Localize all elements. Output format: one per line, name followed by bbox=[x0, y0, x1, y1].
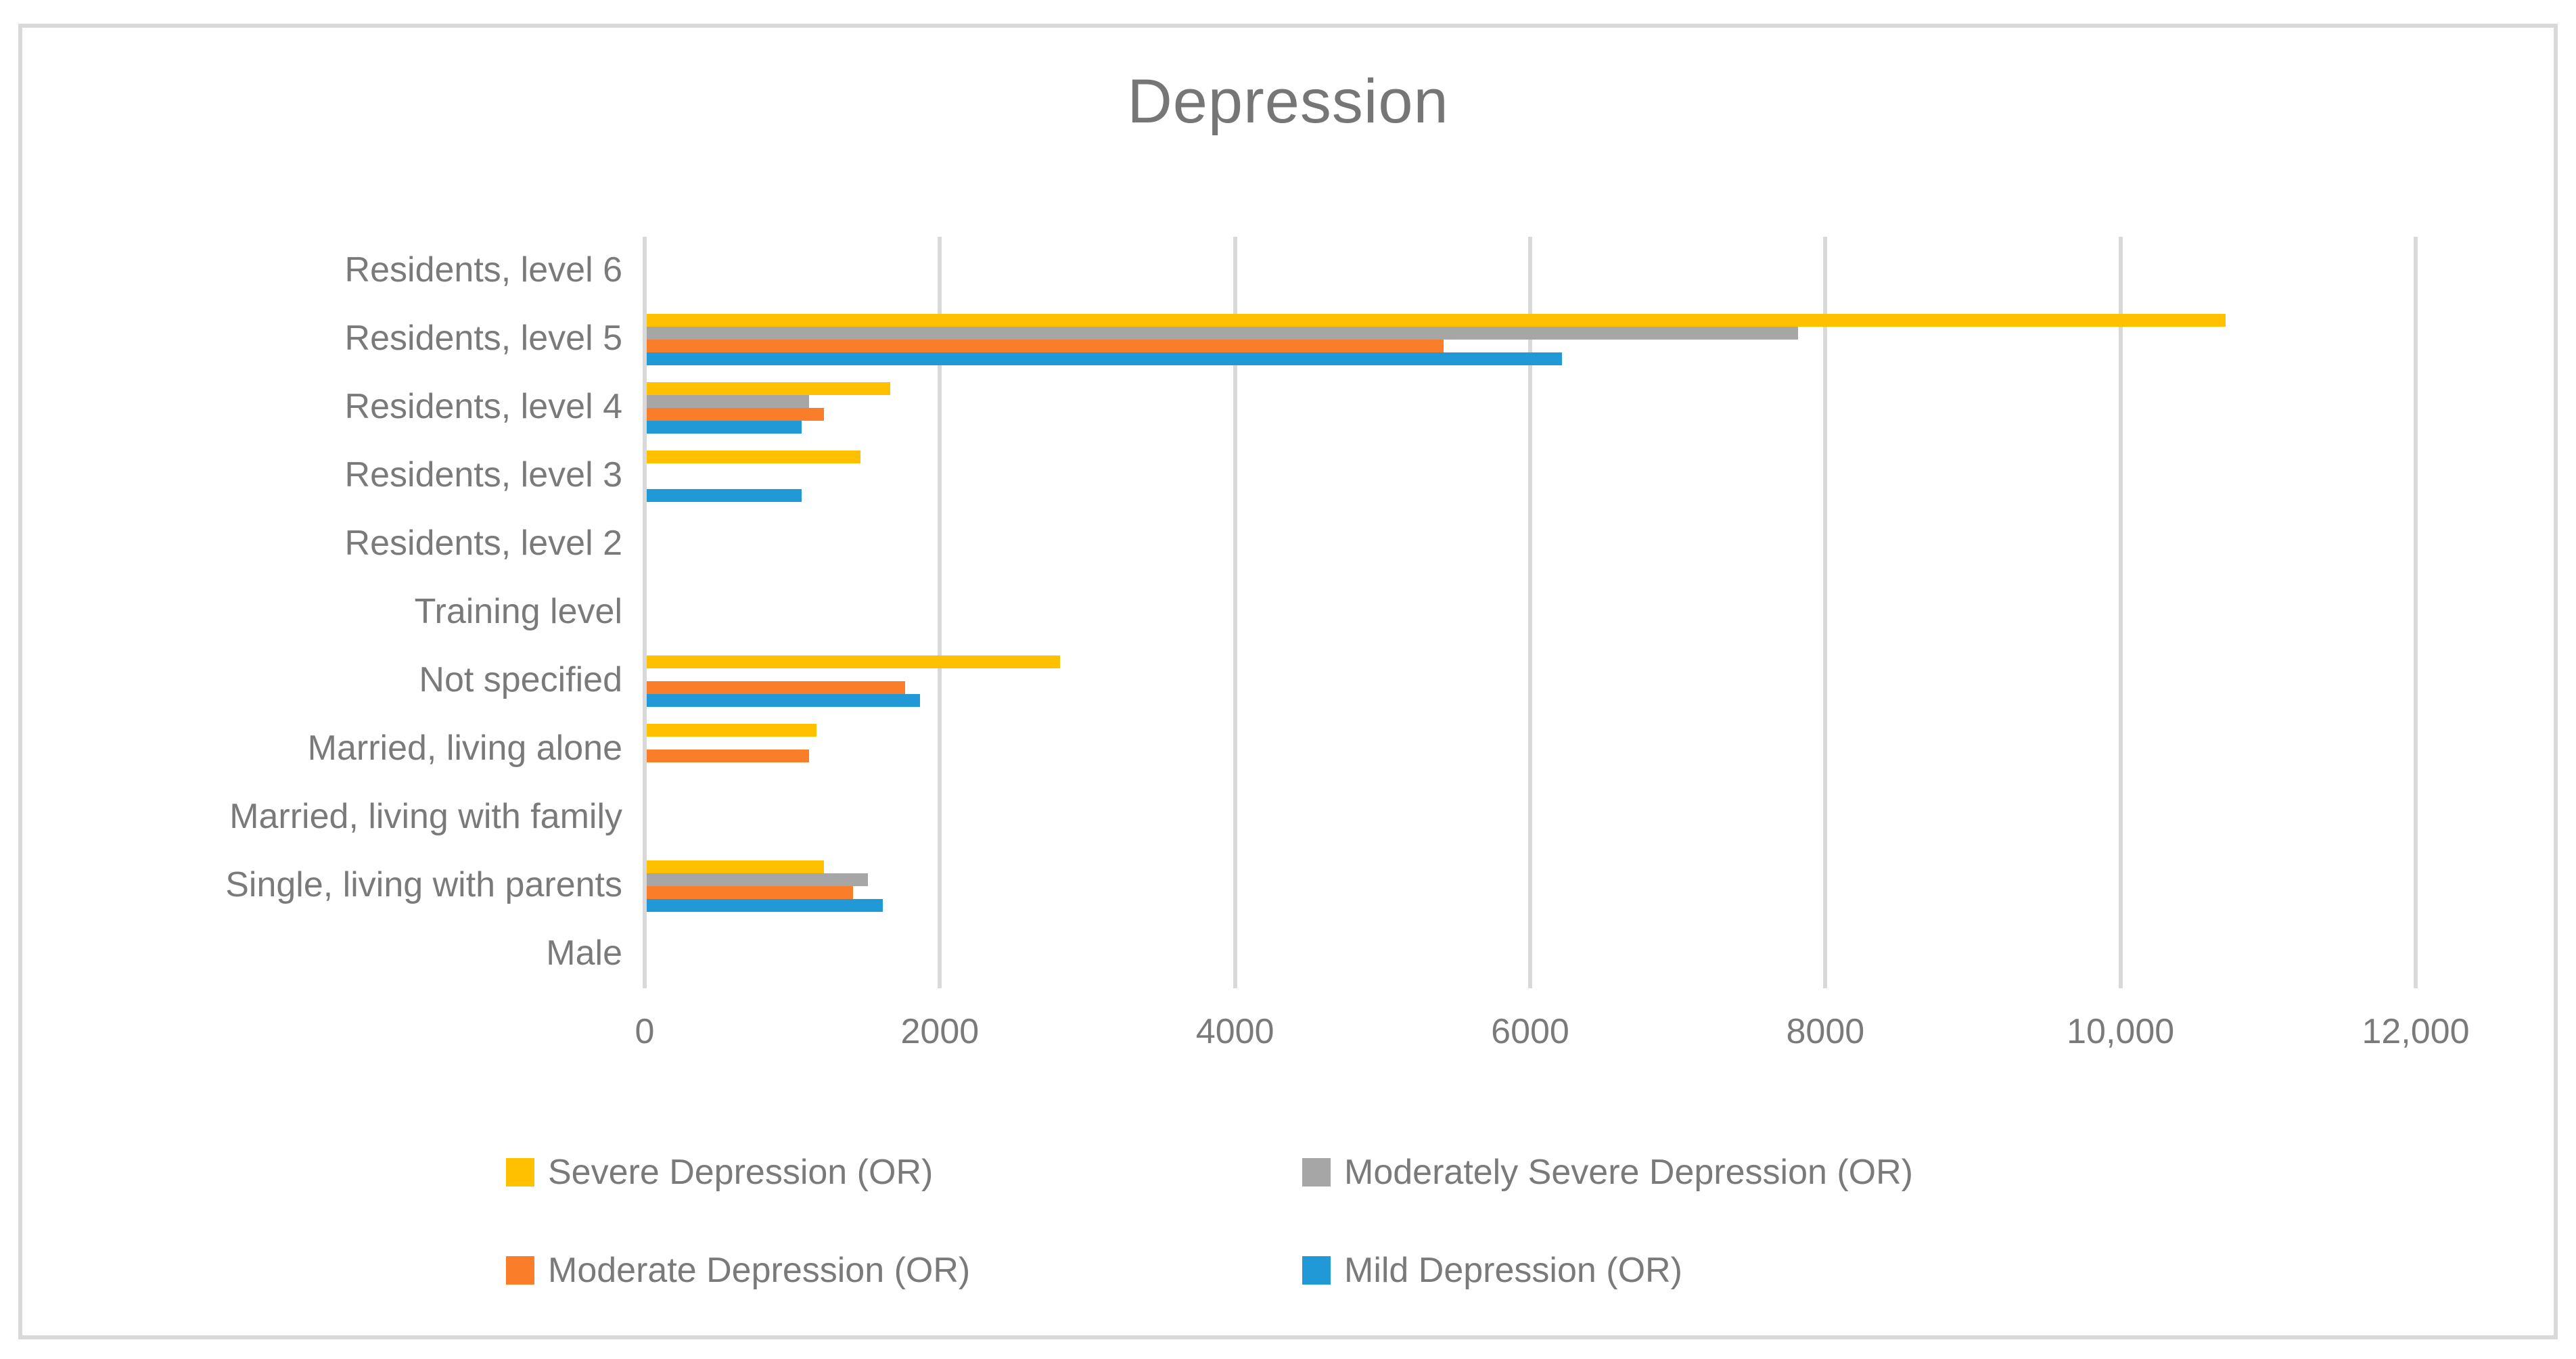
bar-severe-depression-or--cat6 bbox=[647, 655, 1060, 668]
chart-title: Depression bbox=[1127, 67, 1449, 136]
category-label: Residents, level 2 bbox=[344, 523, 622, 563]
legend-item-moderately-severe: Moderately Severe Depression (OR) bbox=[1302, 1152, 1913, 1193]
gridline bbox=[938, 237, 942, 988]
gridline bbox=[1233, 237, 1237, 988]
legend-label: Moderate Depression (OR) bbox=[548, 1251, 971, 1290]
bar-moderately-severe-depression-or--cat2 bbox=[647, 394, 809, 408]
legend-swatch-severe-icon bbox=[506, 1158, 534, 1187]
category-label: Single, living with parents bbox=[225, 865, 622, 904]
category-label: Training level bbox=[414, 591, 622, 631]
legend-swatch-moderate-icon bbox=[506, 1256, 534, 1285]
bar-moderate-depression-or--cat2 bbox=[647, 407, 824, 421]
x-tick-label: 10,000 bbox=[2067, 1012, 2175, 1051]
x-tick-label: 2000 bbox=[900, 1012, 980, 1051]
legend-swatch-mild-icon bbox=[1302, 1256, 1331, 1285]
bar-mild-depression-or--cat6 bbox=[647, 693, 920, 707]
gridline bbox=[2414, 237, 2418, 988]
category-label: Not specified bbox=[419, 660, 622, 699]
bar-severe-depression-or--cat7 bbox=[647, 723, 816, 737]
category-label: Residents, level 6 bbox=[344, 250, 622, 290]
category-label: Married, living with family bbox=[229, 796, 622, 836]
legend-label: Moderately Severe Depression (OR) bbox=[1344, 1153, 1913, 1192]
x-tick-label: 8000 bbox=[1786, 1012, 1865, 1051]
bar-severe-depression-or--cat9 bbox=[647, 860, 824, 873]
legend-swatch-moderately-severe-icon bbox=[1302, 1158, 1331, 1187]
bar-moderate-depression-or--cat1 bbox=[647, 339, 1444, 352]
gridline bbox=[1823, 237, 1828, 988]
legend-label: Severe Depression (OR) bbox=[548, 1153, 934, 1192]
category-label: Male bbox=[546, 933, 622, 973]
bar-moderate-depression-or--cat6 bbox=[647, 681, 905, 694]
value-axis-line bbox=[643, 237, 647, 988]
bar-mild-depression-or--cat2 bbox=[647, 420, 802, 434]
x-tick-label: 4000 bbox=[1195, 1012, 1274, 1051]
legend-item-mild: Mild Depression (OR) bbox=[1302, 1250, 1682, 1291]
x-tick-label: 0 bbox=[635, 1012, 655, 1051]
bar-severe-depression-or--cat1 bbox=[647, 313, 2226, 327]
x-tick-label: 6000 bbox=[1491, 1012, 1569, 1051]
category-label: Married, living alone bbox=[307, 728, 622, 768]
bar-mild-depression-or--cat9 bbox=[647, 898, 883, 912]
legend-item-severe: Severe Depression (OR) bbox=[506, 1152, 933, 1193]
bar-moderately-severe-depression-or--cat1 bbox=[647, 326, 1798, 340]
bar-moderate-depression-or--cat9 bbox=[647, 885, 854, 899]
legend-label: Mild Depression (OR) bbox=[1344, 1251, 1682, 1290]
bar-moderate-depression-or--cat7 bbox=[647, 749, 809, 762]
gridline bbox=[2118, 237, 2123, 988]
bar-mild-depression-or--cat3 bbox=[647, 488, 802, 502]
bar-severe-depression-or--cat3 bbox=[647, 450, 861, 463]
bar-severe-depression-or--cat2 bbox=[647, 382, 890, 395]
category-label: Residents, level 5 bbox=[344, 318, 622, 358]
legend-item-moderate: Moderate Depression (OR) bbox=[506, 1250, 970, 1291]
bar-moderately-severe-depression-or--cat9 bbox=[647, 873, 869, 886]
chart-border bbox=[18, 24, 2558, 1339]
gridline bbox=[1528, 237, 1532, 988]
x-tick-label: 12,000 bbox=[2362, 1012, 2470, 1051]
bar-mild-depression-or--cat1 bbox=[647, 352, 1562, 365]
category-label: Residents, level 4 bbox=[344, 386, 622, 426]
category-label: Residents, level 3 bbox=[344, 455, 622, 494]
